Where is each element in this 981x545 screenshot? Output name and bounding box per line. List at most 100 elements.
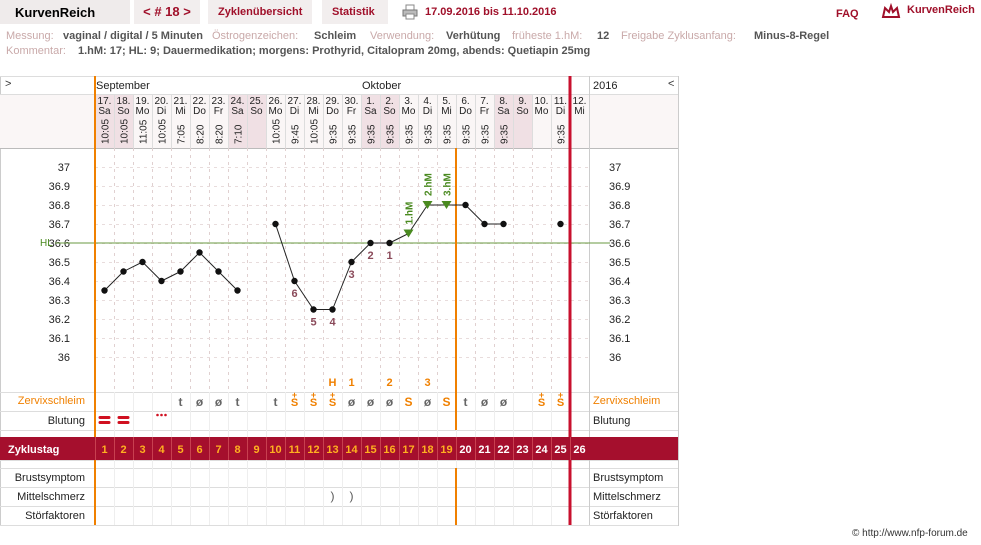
row-label-brust-right: Brustsymptom xyxy=(593,472,663,484)
day-weekday: So xyxy=(250,106,263,117)
peak-count: 3 xyxy=(424,377,430,389)
oestrogen-label: Östrogenzeichen: xyxy=(212,30,299,42)
weekend-column xyxy=(247,94,266,148)
tab-cycles-overview[interactable]: Zyklenübersicht xyxy=(208,0,312,24)
messung-label: Messung: xyxy=(6,30,54,42)
temp-point xyxy=(215,268,222,275)
temp-segment xyxy=(199,252,219,272)
y-tick-label: 36.4 xyxy=(49,276,70,288)
measure-time: 7:10 xyxy=(234,124,245,144)
temp-point xyxy=(101,287,108,294)
print-icon[interactable] xyxy=(402,4,418,20)
day-weekday: Mi xyxy=(175,106,186,117)
prev-cycle-button[interactable]: < xyxy=(143,4,151,19)
day-weekday: Sa xyxy=(497,106,510,117)
mucus-mark: S xyxy=(291,397,298,409)
y-tick-label-right: 36.2 xyxy=(609,314,630,326)
mucus-plus: + xyxy=(539,390,544,400)
high-measurement-label: 3.hM xyxy=(443,173,454,196)
day-weekday: Fr xyxy=(480,106,490,117)
temp-segment xyxy=(389,233,409,244)
cycle-day-number: 24 xyxy=(535,444,548,456)
mucus-mark: ø xyxy=(196,395,204,409)
mucus-plus: + xyxy=(292,390,297,400)
expand-right-button[interactable]: < xyxy=(668,78,674,90)
measure-time: 10:05 xyxy=(101,119,112,144)
y-tick-label: 36.6 xyxy=(49,238,70,250)
temp-point xyxy=(481,220,488,228)
tab-statistics[interactable]: Statistik xyxy=(322,0,388,24)
cycle-day-number: 6 xyxy=(196,444,202,456)
y-tick-label-right: 36.6 xyxy=(609,238,630,250)
logo-text[interactable]: KurvenReich xyxy=(907,4,975,16)
day-date: 8. xyxy=(499,96,507,107)
measure-time: 10:05 xyxy=(158,119,169,144)
day-weekday: Fr xyxy=(214,106,224,117)
cycle-day-number: 22 xyxy=(497,444,509,456)
day-date: 21. xyxy=(174,96,188,107)
temp-point xyxy=(462,201,469,209)
temp-point xyxy=(234,287,241,294)
crown-logo-icon xyxy=(881,3,901,18)
weekend-column xyxy=(95,94,114,148)
weekend-column xyxy=(513,94,532,148)
peak-count: 1 xyxy=(348,377,354,389)
day-date: 17. xyxy=(98,96,112,107)
next-cycle-button[interactable]: > xyxy=(183,4,191,19)
measure-time: 9:35 xyxy=(500,124,511,144)
measure-time: 11:05 xyxy=(139,119,150,144)
day-weekday: Mo xyxy=(535,106,549,117)
row-label-blutung-right: Blutung xyxy=(593,415,630,427)
temp-point xyxy=(291,277,298,285)
bleeding-spot xyxy=(160,413,163,417)
bleeding-heavy xyxy=(117,416,130,419)
temp-point xyxy=(196,249,203,256)
mucus-mark: S xyxy=(538,397,545,409)
month-label: Oktober xyxy=(362,80,401,92)
peak-count: 2 xyxy=(386,377,392,389)
y-tick-label: 36 xyxy=(58,352,70,364)
mittelschmerz-mark: ) xyxy=(350,489,354,503)
weekend-column xyxy=(114,94,133,148)
cycle-day-number: 8 xyxy=(234,444,240,456)
day-date: 6. xyxy=(461,96,469,107)
faq-link[interactable]: FAQ xyxy=(836,8,859,20)
temp-point xyxy=(386,239,393,247)
temp-segment xyxy=(465,204,485,225)
brand-title[interactable]: KurvenReich xyxy=(0,0,130,24)
mucus-mark: ø xyxy=(348,395,356,409)
weekend-column xyxy=(228,94,247,148)
cycle-day-number: 9 xyxy=(253,444,259,456)
day-weekday: Do xyxy=(326,106,339,117)
verwendung-value: Verhütung xyxy=(446,30,501,42)
measure-time: 10:05 xyxy=(310,119,321,144)
measure-time: 9:35 xyxy=(462,124,473,144)
measure-time: 7:05 xyxy=(177,124,188,144)
expand-left-button[interactable]: > xyxy=(5,78,11,90)
peak-count: H xyxy=(329,377,337,389)
mucus-mark: ø xyxy=(367,395,375,409)
day-weekday: Di xyxy=(423,106,432,117)
lower-count-label: 2 xyxy=(367,250,373,262)
verwendung-label: Verwendung: xyxy=(370,30,435,42)
temp-point xyxy=(310,306,317,313)
mucus-mark: ø xyxy=(481,395,489,409)
y-tick-label: 36.7 xyxy=(49,219,70,231)
day-weekday: So xyxy=(516,106,529,117)
y-tick-label: 36.5 xyxy=(49,257,70,269)
day-weekday: Sa xyxy=(231,106,244,117)
cycleday-bar xyxy=(0,437,678,460)
bleeding-heavy xyxy=(98,421,111,424)
high-measurement-marker xyxy=(403,229,414,238)
day-weekday: Do xyxy=(459,106,472,117)
temp-segment xyxy=(351,242,371,263)
day-date: 2. xyxy=(385,96,393,107)
day-date: 27. xyxy=(288,96,302,107)
bleeding-spot xyxy=(164,413,167,417)
temp-point xyxy=(500,220,507,228)
mucus-mark: ø xyxy=(215,395,223,409)
y-tick-label: 36.2 xyxy=(49,314,70,326)
temp-point xyxy=(557,220,564,228)
day-date: 24. xyxy=(231,96,245,107)
